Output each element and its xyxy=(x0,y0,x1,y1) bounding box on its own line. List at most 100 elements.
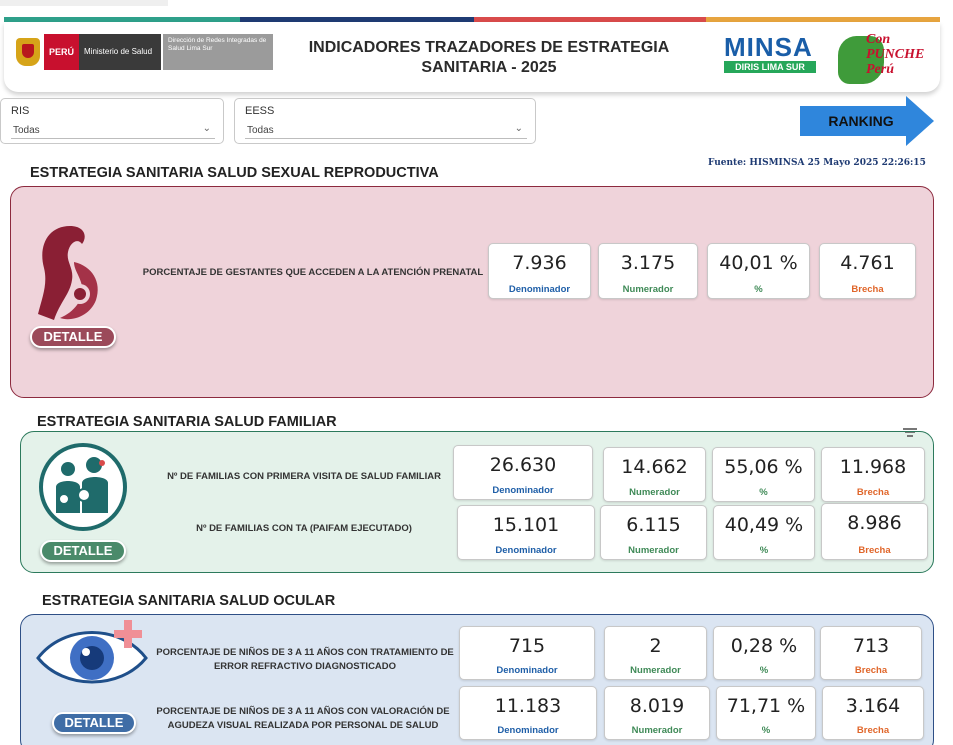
value-denominador: 7.936 xyxy=(512,252,567,274)
maternity-icon xyxy=(38,226,98,320)
caption-denominador: Denominador xyxy=(496,665,558,676)
data-source: Fuente: HISMINSA 25 Mayo 2025 22:26:15 xyxy=(708,158,926,168)
caption-porcentaje: % xyxy=(754,284,763,295)
value-porcentaje: 71,71 % xyxy=(726,695,806,717)
caption-porcentaje: % xyxy=(759,545,769,556)
eess-filter[interactable]: EESS Todas ⌄ xyxy=(234,98,536,144)
value-porcentaje: 55,06 % xyxy=(724,456,803,478)
value-brecha: 8.986 xyxy=(847,512,902,534)
caption-numerador: Numerador xyxy=(628,545,679,556)
card-porcentaje: 71,71 % % xyxy=(716,686,816,740)
card-porcentaje: 40,49 % % xyxy=(713,505,815,560)
value-denominador: 26.630 xyxy=(489,454,557,476)
card-numerador: 2 Numerador xyxy=(604,626,707,680)
value-brecha: 11.968 xyxy=(839,456,907,478)
indicator-label: PORCENTAJE DE GESTANTES QUE ACCEDEN A LA… xyxy=(142,267,484,278)
filter-icon[interactable] xyxy=(902,426,918,438)
card-brecha: 3.164 Brecha xyxy=(822,686,924,740)
ranking-button[interactable]: RANKING xyxy=(800,96,934,146)
card-brecha: 713 Brecha xyxy=(820,626,922,680)
card-numerador: 6.115 Numerador xyxy=(600,505,707,560)
caption-brecha: Brecha xyxy=(851,284,884,295)
ris-filter-label: RIS xyxy=(11,105,30,117)
chevron-down-icon[interactable]: ⌄ xyxy=(514,123,523,134)
detalle-button-familiar[interactable]: DETALLE xyxy=(40,540,126,562)
eess-filter-label: EESS xyxy=(245,105,275,117)
ranking-arrow-icon[interactable] xyxy=(800,106,908,136)
indicator-label: Nº DE FAMILIAS CON PRIMERA VISITA DE SAL… xyxy=(167,471,441,482)
value-numerador: 8.019 xyxy=(629,695,685,717)
card-numerador: 14.662 Numerador xyxy=(603,447,706,502)
value-denominador: 11.183 xyxy=(494,695,562,717)
top-tab xyxy=(0,0,168,6)
caption-numerador: Numerador xyxy=(629,487,680,498)
logo-diris: Dirección de Redes Integradas de Salud L… xyxy=(163,34,274,70)
value-brecha: 713 xyxy=(852,635,890,657)
page-title: INDICADORES TRAZADORES DE ESTRATEGIA SAN… xyxy=(308,39,670,76)
color-bar xyxy=(4,17,240,22)
minsa-subtitle: DIRIS LIMA SUR xyxy=(724,61,816,73)
caption-denominador: Denominador xyxy=(495,545,557,556)
card-denominador: 715 Denominador xyxy=(459,626,595,680)
detalle-button-ocular[interactable]: DETALLE xyxy=(52,712,136,734)
card-brecha: 11.968 Brecha xyxy=(821,447,925,502)
caption-porcentaje: % xyxy=(759,487,768,498)
caption-porcentaje: % xyxy=(759,665,769,676)
ris-filter[interactable]: RIS Todas ⌄ xyxy=(0,98,224,144)
ris-select-value: Todas xyxy=(13,125,40,136)
value-brecha: 4.761 xyxy=(840,252,895,274)
color-bar xyxy=(240,17,474,22)
ranking-arrow-head[interactable] xyxy=(906,96,934,146)
caption-brecha: Brecha xyxy=(856,725,890,736)
value-porcentaje: 0,28 % xyxy=(730,635,798,657)
eess-select-value: Todas xyxy=(247,125,274,136)
indicator-label: Nº DE FAMILIAS CON TA (PAIFAM EJECUTADO) xyxy=(196,523,412,534)
color-bar xyxy=(706,17,940,22)
minsa-logo: MINSA DIRIS LIMA SUR xyxy=(724,34,816,73)
ranking-label[interactable]: RANKING xyxy=(828,113,894,129)
card-denominador: 7.936 Denominador xyxy=(488,243,591,299)
value-numerador: 2 xyxy=(649,635,662,657)
value-numerador: 6.115 xyxy=(626,514,681,536)
card-denominador: 11.183 Denominador xyxy=(459,686,597,740)
caption-brecha: Brecha xyxy=(858,545,891,556)
eess-select[interactable]: Todas ⌄ xyxy=(245,123,527,139)
caption-denominador: Denominador xyxy=(497,725,559,736)
coat-of-arms-icon xyxy=(16,38,40,66)
color-bar xyxy=(474,17,706,22)
card-brecha: 8.986 Brecha xyxy=(821,503,928,560)
ris-select[interactable]: Todas ⌄ xyxy=(11,123,215,139)
caption-porcentaje: % xyxy=(761,725,771,736)
card-porcentaje: 55,06 % % xyxy=(712,447,815,502)
indicator-label: PORCENTAJE DE NIÑOS DE 3 A 11 AÑOS CON T… xyxy=(156,647,454,672)
card-numerador: 8.019 Numerador xyxy=(604,686,710,740)
caption-numerador: Numerador xyxy=(622,284,674,295)
header: PERÚ Ministerio de Salud Dirección de Re… xyxy=(4,22,940,92)
peru-map-icon xyxy=(838,36,884,84)
family-icon xyxy=(39,443,127,531)
card-porcentaje: 40,01 % % xyxy=(707,243,810,299)
section-title-familiar: ESTRATEGIA SANITARIA SALUD FAMILIAR xyxy=(37,414,337,430)
logo-ministerio: Ministerio de Salud xyxy=(79,34,162,70)
chevron-down-icon[interactable]: ⌄ xyxy=(202,123,211,134)
caption-denominador: Denominador xyxy=(492,485,554,496)
caption-brecha: Brecha xyxy=(854,665,888,676)
campaign-logo: Con PUNCHE Perú xyxy=(838,28,924,86)
value-porcentaje: 40,49 % xyxy=(724,514,804,536)
card-denominador: 15.101 Denominador xyxy=(457,505,595,560)
value-numerador: 14.662 xyxy=(621,456,688,478)
detalle-button-ssr[interactable]: DETALLE xyxy=(30,326,116,348)
value-porcentaje: 40,01 % xyxy=(719,252,798,274)
section-title-ocular: ESTRATEGIA SANITARIA SALUD OCULAR xyxy=(42,593,336,609)
indicator-label: PORCENTAJE DE NIÑOS DE 3 A 11 AÑOS CON V… xyxy=(156,706,450,731)
section-title-ssr: ESTRATEGIA SANITARIA SALUD SEXUAL REPROD… xyxy=(30,165,439,181)
campaign-text: Con PUNCHE Perú xyxy=(866,32,925,77)
caption-denominador: Denominador xyxy=(508,284,571,295)
caption-brecha: Brecha xyxy=(856,487,890,498)
card-porcentaje: 0,28 % % xyxy=(713,626,815,680)
value-denominador: 15.101 xyxy=(492,514,560,536)
card-brecha: 4.761 Brecha xyxy=(819,243,916,299)
government-logo: PERÚ Ministerio de Salud Dirección de Re… xyxy=(16,34,274,70)
caption-numerador: Numerador xyxy=(630,665,681,676)
value-brecha: 3.164 xyxy=(845,695,901,717)
